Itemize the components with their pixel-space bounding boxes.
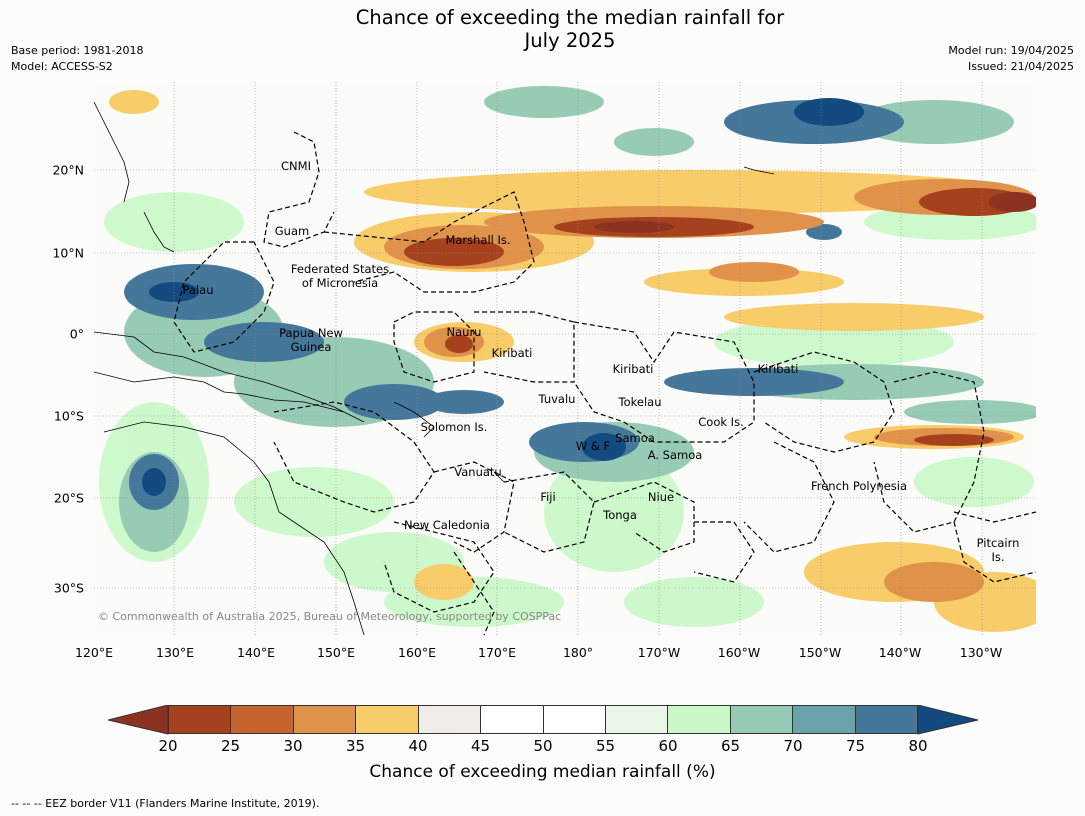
rainfall-map: CNMI Guam Marshall Is. Federated States … bbox=[94, 82, 1036, 635]
label-tonga: Tonga bbox=[603, 508, 637, 522]
copyright-note: © Commonwealth of Australia 2025, Bureau… bbox=[98, 610, 562, 623]
label-pitcairn-is: Pitcairn Is. bbox=[976, 536, 1020, 564]
colorbar-tick-label: 50 bbox=[533, 737, 553, 755]
colorbar-bin bbox=[543, 706, 606, 733]
map-title: Chance of exceeding the median rainfall … bbox=[0, 6, 1085, 52]
lon-tick: 150°E bbox=[316, 645, 356, 660]
colorbar-ticks: 20 25 30 35 40 45 50 55 60 65 70 75 80 bbox=[0, 737, 1085, 757]
issued-date: Issued: 21/04/2025 bbox=[967, 60, 1074, 73]
colorbar-tick-label: 25 bbox=[220, 737, 241, 755]
colorbar-tick-label: 40 bbox=[408, 737, 428, 755]
label-palau: Palau bbox=[182, 283, 214, 297]
model-run: Model run: 19/04/2025 bbox=[948, 44, 1074, 57]
lon-tick: 160°E bbox=[397, 645, 437, 660]
colorbar-bin bbox=[668, 706, 731, 733]
colorbar-tick-label: 35 bbox=[345, 737, 366, 755]
colorbar-bins bbox=[168, 705, 918, 734]
label-micronesia: Federated States of Micronesia bbox=[290, 262, 390, 290]
label-fiji: Fiji bbox=[540, 490, 556, 504]
lat-tick: 20°N bbox=[52, 162, 84, 178]
label-cnmi: CNMI bbox=[281, 159, 311, 173]
colorbar-bin bbox=[605, 706, 669, 733]
label-guam: Guam bbox=[274, 224, 310, 238]
lon-tick: 130°W bbox=[959, 645, 1003, 660]
meta-right: Model run: 19/04/2025 Issued: 21/04/2025 bbox=[948, 43, 1074, 75]
lat-tick: 0° bbox=[69, 326, 84, 342]
eez-footnote: -- -- -- EEZ border V11 (Flanders Marine… bbox=[11, 797, 320, 810]
label-tokelau: Tokelau bbox=[618, 395, 662, 409]
colorbar-tick-label: 55 bbox=[595, 737, 616, 755]
label-wallis-futuna: W & F bbox=[575, 439, 611, 453]
label-solomon-is: Solomon Is. bbox=[420, 420, 488, 434]
eez-borders bbox=[173, 131, 1036, 635]
label-papua-new-guinea: Papua New Guinea bbox=[279, 326, 343, 354]
colorbar-bin bbox=[481, 706, 544, 733]
colorbar bbox=[108, 705, 978, 735]
lat-tick: 20°S bbox=[53, 490, 84, 506]
lon-tick: 140°W bbox=[878, 645, 922, 660]
meta-left: Base period: 1981-2018 Model: ACCESS-S2 bbox=[11, 43, 143, 75]
label-new-caledonia: New Caledonia bbox=[404, 518, 490, 532]
label-niue: Niue bbox=[647, 490, 675, 504]
colorbar-tick-label: 75 bbox=[845, 737, 866, 755]
colorbar-bin bbox=[793, 706, 856, 733]
darkest-brown-patches bbox=[594, 192, 1036, 233]
colorbar-tick-label: 45 bbox=[470, 737, 491, 755]
graticule bbox=[94, 82, 1036, 635]
label-marshall-is: Marshall Is. bbox=[445, 233, 511, 247]
title-line-2: July 2025 bbox=[524, 29, 616, 52]
label-tuvalu: Tuvalu bbox=[538, 392, 576, 406]
lon-tick: 140°E bbox=[236, 645, 276, 660]
colorbar-tick-label: 30 bbox=[283, 737, 303, 755]
colorbar-tick-label: 65 bbox=[720, 737, 741, 755]
lat-tick: 10°S bbox=[53, 408, 84, 424]
lon-tick: 170°W bbox=[637, 645, 681, 660]
colorbar-bin bbox=[293, 706, 357, 733]
lon-tick: 150°W bbox=[798, 645, 842, 660]
colorbar-tick-label: 60 bbox=[658, 737, 678, 755]
colorbar-bin bbox=[231, 706, 294, 733]
colorbar-bin bbox=[169, 706, 232, 733]
label-cook-is: Cook Is. bbox=[698, 415, 744, 429]
label-american-samoa: A. Samoa bbox=[647, 448, 703, 462]
label-kiribati-west: Kiribati bbox=[491, 346, 533, 360]
colorbar-tick-label: 70 bbox=[783, 737, 803, 755]
colorbar-over-arrow bbox=[917, 705, 978, 735]
map-canvas bbox=[94, 82, 1036, 635]
lat-tick: 30°S bbox=[53, 580, 84, 596]
colorbar-bin bbox=[418, 706, 482, 733]
colorbar-bin bbox=[730, 706, 794, 733]
colorbar-tick-label: 80 bbox=[908, 737, 928, 755]
colorbar-arrows bbox=[108, 705, 978, 735]
lon-tick: 130°E bbox=[155, 645, 195, 660]
label-vanuatu: Vanuatu bbox=[454, 465, 502, 479]
lon-tick: 180° bbox=[562, 645, 594, 660]
base-period: Base period: 1981-2018 bbox=[11, 44, 144, 57]
model-name: Model: ACCESS-S2 bbox=[11, 60, 113, 73]
label-samoa: Samoa bbox=[615, 431, 655, 445]
title-line-1: Chance of exceeding the median rainfall … bbox=[355, 6, 785, 29]
colorbar-tick-label: 20 bbox=[158, 737, 178, 755]
lat-tick: 10°N bbox=[52, 245, 84, 261]
lon-tick: 170°E bbox=[477, 645, 517, 660]
label-kiribati-east: Kiribati bbox=[757, 362, 799, 376]
colorbar-under-arrow bbox=[108, 705, 169, 735]
label-kiribati-central: Kiribati bbox=[612, 362, 654, 376]
coastlines bbox=[94, 101, 775, 635]
lon-tick: 160°W bbox=[717, 645, 761, 660]
colorbar-title: Chance of exceeding median rainfall (%) bbox=[369, 762, 716, 782]
colorbar-bin bbox=[356, 706, 419, 733]
label-nauru: Nauru bbox=[446, 325, 482, 339]
label-french-polynesia: French Polynesia bbox=[810, 479, 908, 493]
colorbar-bin bbox=[855, 706, 918, 733]
lon-tick: 120°E bbox=[74, 645, 114, 660]
